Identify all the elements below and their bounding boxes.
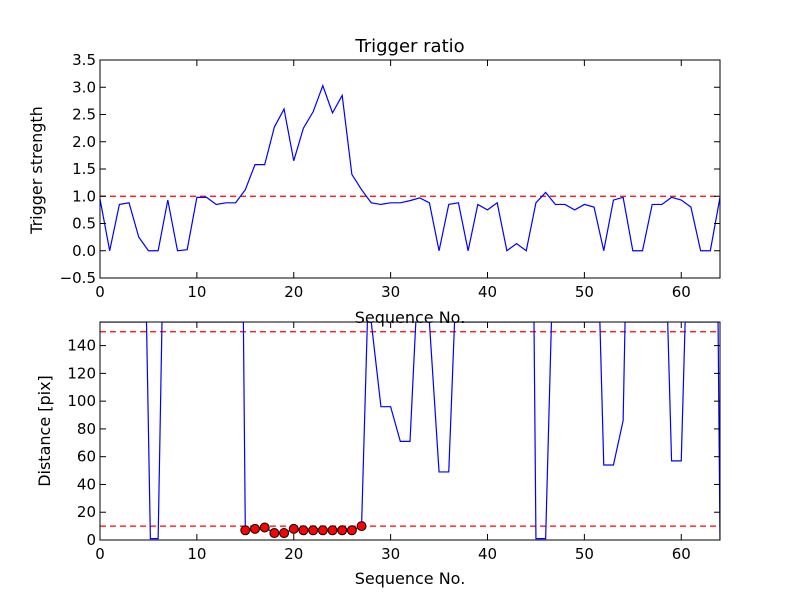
y-tick-label: −0.5 xyxy=(60,269,96,287)
plot-area: 0 10 20 30 40 50 60 −0.5 0.0 0.5 1.0 1.5 2.0 2.5 3.0 3.… xyxy=(60,51,721,301)
y-tick-label: 0 xyxy=(86,531,96,549)
x-tick-label: 60 xyxy=(672,283,691,301)
y-tick-label: 20 xyxy=(77,503,96,521)
x-tick-label: 50 xyxy=(575,545,594,563)
x-tick-label: 40 xyxy=(478,545,497,563)
axes-frame xyxy=(99,321,721,541)
y-tick-label: 1.0 xyxy=(72,187,96,205)
y-tick-label: 0.0 xyxy=(72,242,96,260)
series-line xyxy=(100,83,720,252)
data-point xyxy=(259,522,270,533)
data-layer xyxy=(100,322,720,540)
y-tick-label: 80 xyxy=(77,420,96,438)
data-point xyxy=(317,525,328,536)
trigger-ratio-chart: Trigger ratio 0 10 20 30 40 50 60 −0.5 0.0 0.5 1.0… xyxy=(27,36,721,327)
y-tick-label: 1.5 xyxy=(72,160,96,178)
data-layer xyxy=(100,83,720,252)
x-axis-label: Sequence No. xyxy=(355,569,466,588)
y-tick-label: 0.5 xyxy=(72,215,96,233)
x-tick-label: 10 xyxy=(187,283,206,301)
x-tick-label: 0 xyxy=(95,545,105,563)
y-tick-label: 2.5 xyxy=(72,106,96,124)
y-axis-label: Trigger strength xyxy=(27,106,46,235)
y-axis-label: Distance [pix] xyxy=(35,375,54,487)
data-point xyxy=(288,523,299,534)
chart-title: Trigger ratio xyxy=(354,36,464,57)
data-point xyxy=(308,525,319,536)
data-point xyxy=(269,528,280,539)
data-point xyxy=(279,528,290,539)
y-tick-label: 100 xyxy=(67,392,96,410)
data-point xyxy=(337,525,348,536)
x-tick-label: 20 xyxy=(284,283,303,301)
y-tick-label: 2.0 xyxy=(72,133,96,151)
data-point xyxy=(250,523,260,534)
data-point xyxy=(298,525,309,536)
x-tick-label: 60 xyxy=(672,545,691,563)
y-tick-label: 40 xyxy=(77,475,96,493)
x-tick-label: 0 xyxy=(95,283,105,301)
x-tick-label: 40 xyxy=(478,283,497,301)
data-point xyxy=(327,525,338,536)
plot-area: 0 10 20 30 40 50 60 0 20 40 60 80 100 120 140 xyxy=(67,321,721,563)
y-tick-label: 120 xyxy=(67,364,96,382)
y-tick-label: 3.5 xyxy=(72,51,96,69)
x-tick-label: 10 xyxy=(187,545,206,563)
y-tick-label: 140 xyxy=(67,337,96,355)
y-tick-label: 60 xyxy=(77,448,96,466)
data-point xyxy=(240,525,251,536)
x-tick-label: 30 xyxy=(381,283,400,301)
x-tick-label: 20 xyxy=(284,545,303,563)
y-tick-label: 3.0 xyxy=(72,78,96,96)
distance-chart: 0 10 20 30 40 50 60 0 20 40 60 80 100 120 140 Sequence… xyxy=(35,321,721,588)
x-tick-label: 30 xyxy=(381,545,400,563)
x-tick-label: 50 xyxy=(575,283,594,301)
data-point xyxy=(346,525,357,536)
data-point xyxy=(356,521,367,532)
